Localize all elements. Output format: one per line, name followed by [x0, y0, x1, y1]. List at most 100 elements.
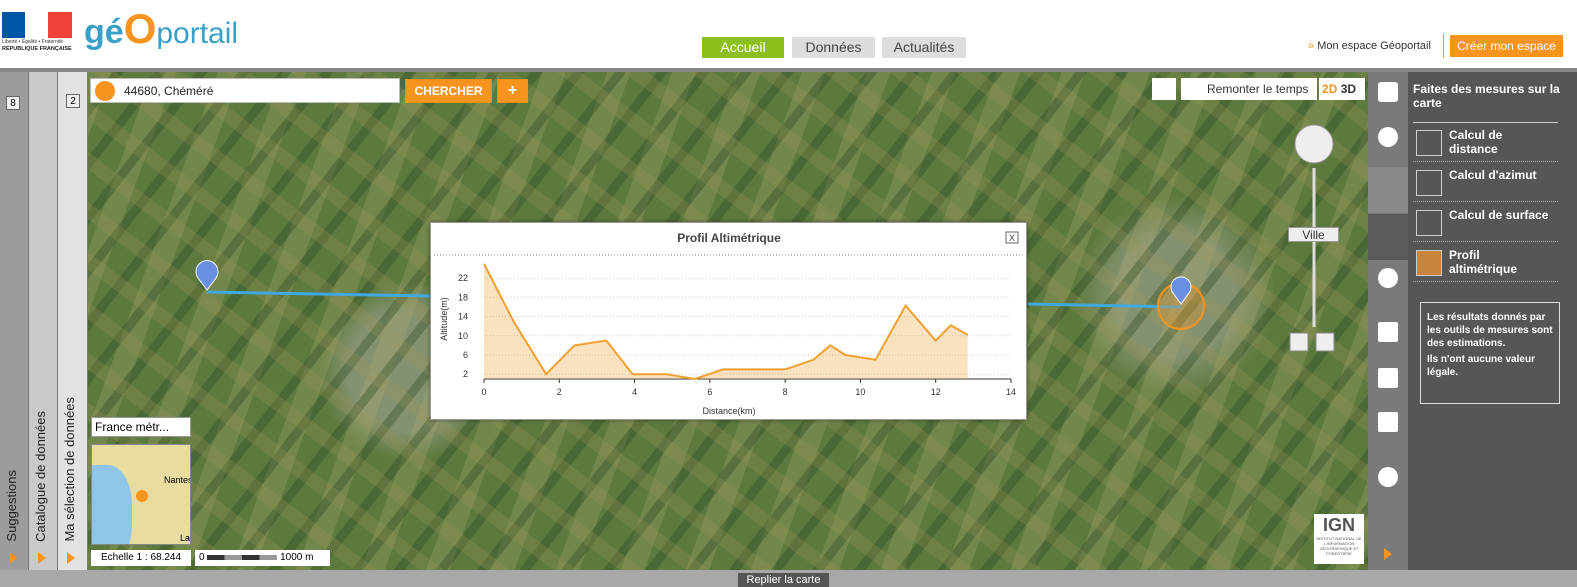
- brand-portail: portail: [156, 17, 239, 50]
- tool-label: Calcul de distance: [1449, 128, 1503, 156]
- search-button[interactable]: CHERCHER: [405, 79, 492, 103]
- note: Ils n'ont aucune valeur légale.: [1427, 354, 1535, 378]
- start-pin[interactable]: [195, 260, 219, 291]
- add-button[interactable]: +: [497, 79, 528, 103]
- tool[interactable]: Calcul de distance: [1413, 124, 1558, 162]
- map-overlay: [195, 124, 1335, 352]
- search-query[interactable]: 44680, Chéméré: [124, 84, 214, 98]
- x-tick-label: 10: [855, 387, 865, 397]
- note-box: Les résultats donnés par les outils de m…: [1420, 302, 1560, 404]
- mode-2d[interactable]: 2D: [1322, 82, 1338, 96]
- create-space-button[interactable]: Créer mon espace: [1450, 35, 1563, 57]
- tab-count: 8: [6, 96, 20, 110]
- import-icon[interactable]: [1378, 412, 1398, 432]
- y-tick-label: 2: [463, 369, 468, 379]
- tool-label: Calcul de surface: [1449, 208, 1549, 222]
- scale-graphic: [207, 555, 278, 560]
- my-space-link[interactable]: » Mon espace Géoportail: [1308, 40, 1431, 52]
- header-border: [0, 68, 1577, 72]
- mode-3d[interactable]: 3D: [1340, 82, 1357, 96]
- close-button[interactable]: X: [1009, 233, 1015, 243]
- tool-icon: [1416, 210, 1442, 236]
- expand-arrow: [38, 552, 46, 564]
- scale-ratio: Echelle 1 : 68.244: [91, 550, 191, 566]
- side-tab[interactable]: 8 Suggestions: [0, 72, 29, 570]
- tool[interactable]: Profil altimétrique: [1413, 244, 1558, 282]
- x-tick-label: 14: [1006, 387, 1016, 397]
- tool[interactable]: Calcul de surface: [1413, 204, 1558, 242]
- settings-icon[interactable]: [1378, 467, 1398, 487]
- brand[interactable]: géOportail: [84, 8, 239, 51]
- end-pin[interactable]: [1170, 276, 1192, 305]
- side-tab[interactable]: 2 Ma sélection de données: [58, 72, 88, 570]
- header: Liberté • Égalité • Fraternité RÉPUBLIQU…: [0, 0, 1577, 68]
- separator: [1443, 34, 1444, 58]
- x-tick-label: 6: [707, 387, 712, 397]
- measure-line: [206, 290, 434, 298]
- fullscreen-button[interactable]: [1152, 78, 1176, 100]
- share-icon[interactable]: [1378, 127, 1398, 147]
- brand-o: O: [123, 5, 157, 52]
- close-box[interactable]: [1005, 231, 1019, 244]
- footer-bar: Replier la carte: [0, 570, 1577, 587]
- alert-icon[interactable]: [1378, 268, 1398, 288]
- history-button[interactable]: Remonter le temps: [1181, 78, 1317, 100]
- tab-label: Suggestions: [4, 470, 19, 542]
- search-icon: [95, 81, 115, 101]
- expand-arrow[interactable]: [1384, 548, 1392, 560]
- search-box[interactable]: 44680, Chéméré: [90, 78, 400, 103]
- favorites-icon[interactable]: [1378, 322, 1398, 342]
- x-tick-label: 0: [481, 387, 486, 397]
- projection-select[interactable]: France métr...: [91, 417, 191, 437]
- zoom-level: Ville: [1288, 227, 1339, 242]
- collapse-map[interactable]: Replier la carte: [738, 573, 829, 587]
- maps-icon[interactable]: [1378, 368, 1398, 388]
- print-icon[interactable]: [1378, 82, 1398, 102]
- zoom-search[interactable]: [1289, 332, 1309, 352]
- nav-tab[interactable]: Accueil: [702, 37, 784, 58]
- locate[interactable]: [1315, 332, 1335, 352]
- map[interactable]: 44680, Chéméré CHERCHER + Remonter le te…: [88, 72, 1368, 570]
- measure-line: [1027, 302, 1182, 309]
- side-tab[interactable]: Catalogue de données: [29, 72, 58, 570]
- view-mode: 2D 3D: [1319, 78, 1365, 100]
- note: Les résultats donnés par les outils de m…: [1427, 312, 1553, 349]
- x-tick-label: 12: [931, 387, 941, 397]
- tool-label: Profil altimétrique: [1449, 248, 1518, 276]
- pan-control[interactable]: [1294, 124, 1334, 164]
- my-space: Mon espace Géoportail: [1317, 40, 1431, 52]
- draw-icon[interactable]: [1368, 167, 1408, 213]
- brand-ge: gé: [84, 13, 124, 51]
- tool-icon: [1416, 250, 1442, 276]
- expand-arrow: [67, 552, 75, 564]
- scale-end: 1000 m: [280, 552, 314, 563]
- tool-icon: [1416, 130, 1442, 156]
- overview-marker: [136, 490, 148, 502]
- ign-logo[interactable]: IGN INSTITUT NATIONAL DE L'INFORMATION G…: [1314, 514, 1364, 564]
- panel-rule: [1413, 122, 1558, 123]
- tool-icon: [1416, 170, 1442, 196]
- y-tick-label: 18: [458, 292, 468, 302]
- nav-tab[interactable]: Données: [792, 37, 875, 58]
- tool[interactable]: Calcul d'azimut: [1413, 164, 1558, 202]
- republic: RÉPUBLIQUE FRANÇAISE: [2, 46, 72, 52]
- measure-icon[interactable]: [1368, 214, 1408, 260]
- republic-flag: [2, 12, 72, 38]
- sea: [92, 465, 132, 544]
- chevron: »: [1308, 40, 1318, 52]
- y-tick-label: 22: [458, 273, 468, 283]
- tab-label: Ma sélection de données: [62, 397, 77, 542]
- overview-map[interactable]: Nantes La: [91, 444, 191, 545]
- motto: Liberté • Égalité • Fraternité: [2, 39, 64, 45]
- place: Nantes: [164, 475, 191, 485]
- scale-start: 0: [199, 552, 205, 563]
- profile-line: [483, 263, 969, 381]
- x-axis-title: Distance(km): [702, 406, 755, 416]
- profile-chart: Profil Altimétrique X Distance(km) Altit…: [434, 231, 1025, 416]
- y-tick-label: 6: [463, 350, 468, 360]
- nav-tab[interactable]: Actualités: [882, 37, 966, 58]
- tab-count: 2: [66, 94, 80, 108]
- toolbar: [1368, 72, 1408, 570]
